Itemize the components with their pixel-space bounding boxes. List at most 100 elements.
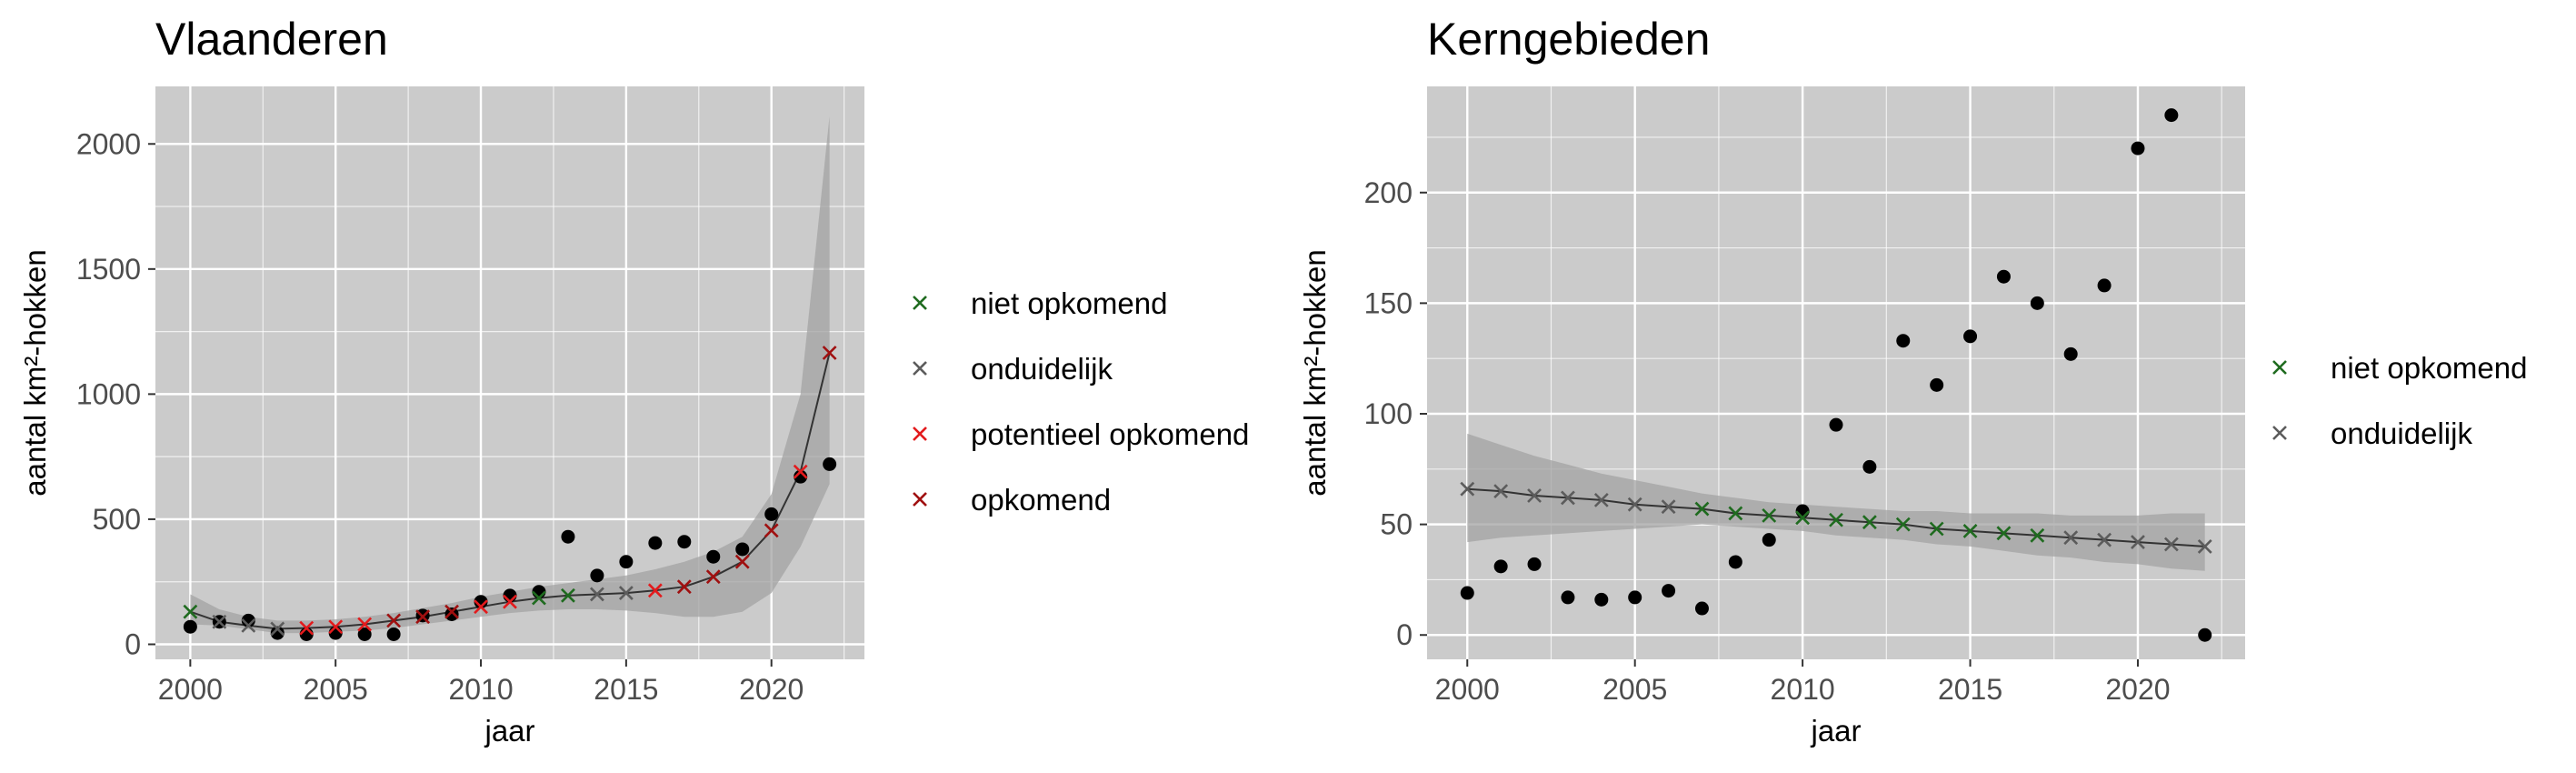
legend-key xyxy=(2272,426,2287,440)
observed-point xyxy=(474,595,488,609)
legend-key xyxy=(913,296,927,310)
x-tick-label: 2000 xyxy=(1435,673,1500,706)
trend-marker xyxy=(2030,527,2045,543)
chart-1: Vlaanderen 2000 2005 2010 2015 2020 0 500 1000 15… xyxy=(18,14,1249,748)
trend-marker xyxy=(241,617,256,633)
observed-point xyxy=(1527,557,1542,571)
trend-marker xyxy=(503,594,517,609)
legend-key xyxy=(913,361,927,376)
trend-marker xyxy=(1728,506,1743,521)
chart-title: Kerngebieden xyxy=(1427,14,1710,65)
trend-marker xyxy=(1996,526,2012,541)
y-axis-title: aantal km²-hokken xyxy=(1298,249,1332,496)
observed-point xyxy=(561,529,575,544)
x-tick-label: 2010 xyxy=(448,673,513,706)
trend-marker xyxy=(1829,512,1843,527)
y-tick-label: 200 xyxy=(1364,176,1413,209)
confidence-ribbon xyxy=(190,116,830,634)
trend-marker xyxy=(2197,539,2212,554)
observed-point xyxy=(183,619,197,634)
trend-marker xyxy=(2063,530,2079,546)
confidence-ribbon xyxy=(1467,433,2205,571)
observed-point xyxy=(1896,334,1911,348)
observed-point xyxy=(648,536,663,550)
observed-point xyxy=(357,627,372,641)
observed-point xyxy=(2030,296,2044,310)
observed-point xyxy=(270,626,285,640)
trend-marker xyxy=(1593,492,1609,507)
observed-point xyxy=(619,555,634,569)
observed-point xyxy=(764,507,779,521)
legend-label: niet opkomend xyxy=(971,286,1167,320)
legend-key xyxy=(913,492,927,507)
observed-point xyxy=(823,457,837,471)
trend-marker xyxy=(1627,497,1642,512)
legend-key xyxy=(2272,360,2287,375)
trend-marker xyxy=(1862,515,1877,530)
observed-point xyxy=(677,535,692,549)
trend-marker xyxy=(1929,521,1944,537)
legend: niet opkomend onduidelijk xyxy=(2272,351,2527,450)
y-tick-label: 0 xyxy=(1396,618,1413,651)
y-axis-title: aantal km²-hokken xyxy=(18,249,52,496)
trend-marker xyxy=(822,346,837,360)
observed-point xyxy=(1996,269,2011,284)
observed-point xyxy=(241,613,255,627)
trend-marker xyxy=(764,523,779,538)
trend-marker xyxy=(1895,517,1911,532)
observed-point xyxy=(1460,586,1474,600)
x-tick-label: 2000 xyxy=(158,673,223,706)
legend-label: opkomend xyxy=(971,483,1111,517)
panel-background xyxy=(1427,86,2245,659)
observed-point xyxy=(1829,417,1843,432)
observed-point xyxy=(2063,346,2078,361)
trend-marker xyxy=(328,619,344,635)
observed-point xyxy=(1628,590,1642,605)
trend-marker xyxy=(1460,481,1475,497)
observed-point xyxy=(1493,559,1508,574)
trend-marker xyxy=(589,587,604,602)
trend-marker xyxy=(474,599,488,615)
observed-point xyxy=(1662,584,1676,598)
trend-marker xyxy=(2163,537,2179,552)
observed-point xyxy=(2131,141,2145,156)
trend-marker xyxy=(1661,499,1676,515)
trend-marker xyxy=(561,587,575,603)
observed-point xyxy=(444,607,459,621)
trend-marker xyxy=(183,604,198,619)
trend-marker xyxy=(415,609,431,625)
trend-marker xyxy=(444,604,459,619)
y-tick-label: 50 xyxy=(1380,508,1413,541)
x-axis-title: jaar xyxy=(484,714,534,748)
legend: niet opkomend onduidelijk potentieel opkom… xyxy=(913,286,1249,517)
trend-marker xyxy=(1493,484,1509,499)
observed-point xyxy=(1862,459,1877,474)
observed-point xyxy=(590,568,604,583)
y-tick-label: 100 xyxy=(1364,397,1413,430)
trend-marker xyxy=(618,586,634,601)
observed-point xyxy=(386,627,401,641)
observed-point xyxy=(1963,329,1978,344)
y-tick-label: 150 xyxy=(1364,286,1413,319)
observed-point xyxy=(1694,601,1709,616)
observed-point xyxy=(2198,627,2212,642)
trend-marker xyxy=(212,614,227,629)
trend-marker xyxy=(532,590,546,606)
y-tick-label: 1000 xyxy=(76,377,141,410)
legend-label: onduidelijk xyxy=(2331,417,2472,450)
trend-marker xyxy=(705,569,721,585)
y-tick-label: 2000 xyxy=(76,127,141,160)
observed-point xyxy=(1795,504,1810,518)
legend-label: onduidelijk xyxy=(971,352,1113,386)
trend-marker xyxy=(1795,510,1811,526)
chart-2: Kerngebieden 2000 2005 2010 2015 2020 0 50 100 15… xyxy=(1298,14,2527,748)
trend-marker xyxy=(793,464,808,479)
legend-label: potentieel opkomend xyxy=(971,417,1249,451)
x-tick-label: 2020 xyxy=(739,673,804,706)
trend-marker xyxy=(1962,523,1978,538)
observed-point xyxy=(1728,555,1742,569)
trend-marker xyxy=(299,620,315,636)
observed-point xyxy=(794,469,808,484)
trend-marker xyxy=(1527,488,1542,503)
